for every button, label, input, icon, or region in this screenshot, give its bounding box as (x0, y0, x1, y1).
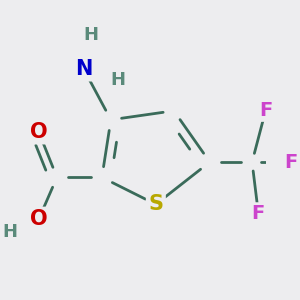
Text: F: F (259, 101, 272, 120)
Text: H: H (3, 223, 18, 241)
Text: O: O (30, 209, 48, 229)
Text: H: H (84, 26, 99, 44)
Text: F: F (252, 204, 265, 223)
Text: F: F (284, 153, 297, 172)
Text: S: S (148, 194, 163, 214)
Text: N: N (75, 59, 93, 80)
Text: O: O (30, 122, 48, 142)
Text: H: H (111, 71, 126, 89)
